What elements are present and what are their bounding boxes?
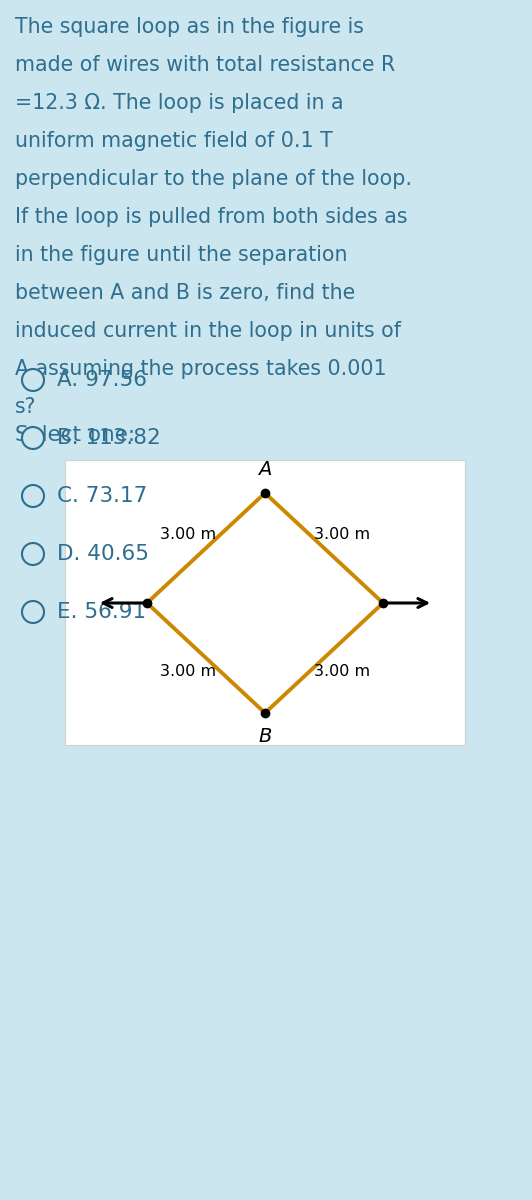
Text: A: A xyxy=(259,460,272,479)
Circle shape xyxy=(22,485,44,506)
Text: =12.3 Ω. The loop is placed in a: =12.3 Ω. The loop is placed in a xyxy=(15,92,344,113)
Text: Select one:: Select one: xyxy=(15,425,135,445)
Text: If the loop is pulled from both sides as: If the loop is pulled from both sides as xyxy=(15,206,408,227)
Text: 3.00 m: 3.00 m xyxy=(160,527,216,542)
Text: in the figure until the separation: in the figure until the separation xyxy=(15,245,347,265)
Circle shape xyxy=(22,542,44,565)
Text: B. 113.82: B. 113.82 xyxy=(57,428,161,448)
Text: perpendicular to the plane of the loop.: perpendicular to the plane of the loop. xyxy=(15,169,412,188)
FancyBboxPatch shape xyxy=(65,460,465,745)
Text: uniform magnetic field of 0.1 T: uniform magnetic field of 0.1 T xyxy=(15,131,332,151)
Text: made of wires with total resistance R: made of wires with total resistance R xyxy=(15,55,395,74)
Text: s?: s? xyxy=(15,397,36,416)
Circle shape xyxy=(22,427,44,449)
Text: C. 73.17: C. 73.17 xyxy=(57,486,147,506)
Text: E. 56.91: E. 56.91 xyxy=(57,602,146,622)
Text: D. 40.65: D. 40.65 xyxy=(57,544,149,564)
Text: 3.00 m: 3.00 m xyxy=(160,664,216,679)
Text: A assuming the process takes 0.001: A assuming the process takes 0.001 xyxy=(15,359,387,379)
Text: 3.00 m: 3.00 m xyxy=(314,527,370,542)
Text: The square loop as in the figure is: The square loop as in the figure is xyxy=(15,17,364,37)
Text: A. 97.56: A. 97.56 xyxy=(57,370,147,390)
Text: 3.00 m: 3.00 m xyxy=(314,664,370,679)
Text: B: B xyxy=(259,727,272,746)
Circle shape xyxy=(22,370,44,391)
Text: induced current in the loop in units of: induced current in the loop in units of xyxy=(15,320,401,341)
Text: between A and B is zero, find the: between A and B is zero, find the xyxy=(15,283,355,302)
Circle shape xyxy=(22,601,44,623)
